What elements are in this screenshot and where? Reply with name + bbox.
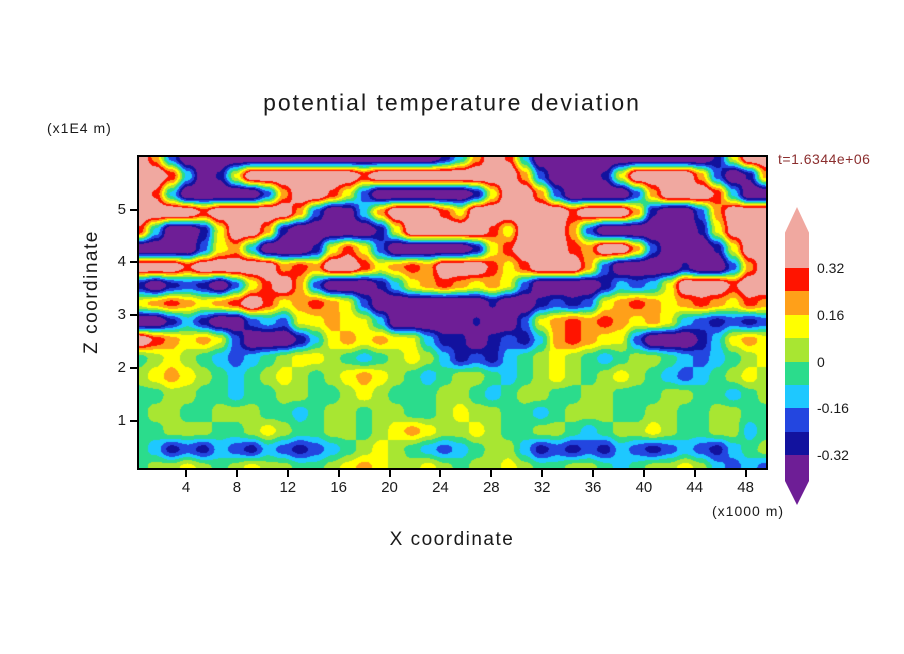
x-tick-mark (235, 470, 238, 477)
colorbar-label: 0.32 (817, 260, 845, 276)
x-tick-mark (693, 470, 696, 477)
x-tick-label: 12 (279, 479, 297, 496)
z-tick-mark (130, 314, 137, 317)
x-tick-label: 16 (330, 479, 348, 496)
colorbar (785, 207, 809, 505)
x-tick-mark (388, 470, 391, 477)
colorbar-segment (785, 361, 809, 385)
colorbar-top-arrow (785, 207, 809, 268)
colorbar-segment (785, 384, 809, 409)
colorbar-segment (785, 408, 809, 432)
z-tick-label: 5 (117, 200, 126, 218)
colorbar-bottom-arrow (785, 455, 809, 505)
x-tick-label: 36 (584, 479, 602, 496)
colorbar-label: 0 (817, 353, 825, 370)
x-tick-label: 48 (737, 479, 754, 496)
colorbar-segment (785, 268, 809, 292)
x-tick-label: 40 (635, 479, 653, 496)
x-tick-label: 24 (432, 479, 449, 496)
x-tick-mark (592, 470, 595, 477)
plot-frame (137, 155, 768, 470)
z-tick-label: 3 (117, 306, 126, 324)
colorbar-segment (785, 291, 809, 315)
x-tick-mark (541, 470, 544, 477)
x-tick-mark (490, 470, 493, 477)
time-annotation: t=1.6344e+06 (778, 151, 871, 167)
x-tick-label: 4 (181, 479, 191, 496)
x-axis-unit: (x1000 m) (712, 503, 785, 519)
z-tick-mark (130, 366, 137, 369)
x-tick-label: 8 (232, 479, 242, 496)
heatmap-canvas (139, 157, 766, 468)
z-tick-label: 1 (117, 411, 126, 429)
z-tick-mark (130, 419, 137, 422)
colorbar-segment (785, 431, 809, 455)
z-axis-unit: (x1E4 m) (47, 120, 112, 136)
chart-title: potential temperature deviation (263, 89, 641, 116)
x-axis-label: X coordinate (389, 529, 515, 550)
z-tick-mark (130, 208, 137, 211)
z-tick-label: 2 (117, 358, 126, 376)
colorbar-segment (785, 338, 809, 362)
colorbar-segment (785, 314, 809, 339)
z-tick-label: 4 (117, 253, 126, 271)
z-axis-label: Z coordinate (81, 230, 102, 354)
x-tick-mark (286, 470, 289, 477)
x-tick-mark (337, 470, 340, 477)
x-tick-mark (185, 470, 188, 477)
colorbar-label: -0.32 (817, 447, 849, 463)
x-tick-label: 44 (686, 479, 704, 496)
x-tick-mark (642, 470, 645, 477)
x-tick-mark (439, 470, 442, 477)
z-tick-mark (130, 261, 137, 264)
x-tick-label: 28 (482, 479, 500, 496)
x-tick-mark (744, 470, 747, 477)
colorbar-label: 0.16 (817, 306, 845, 323)
x-tick-label: 20 (381, 479, 398, 496)
x-tick-label: 32 (533, 479, 551, 496)
colorbar-label: -0.16 (817, 400, 849, 417)
